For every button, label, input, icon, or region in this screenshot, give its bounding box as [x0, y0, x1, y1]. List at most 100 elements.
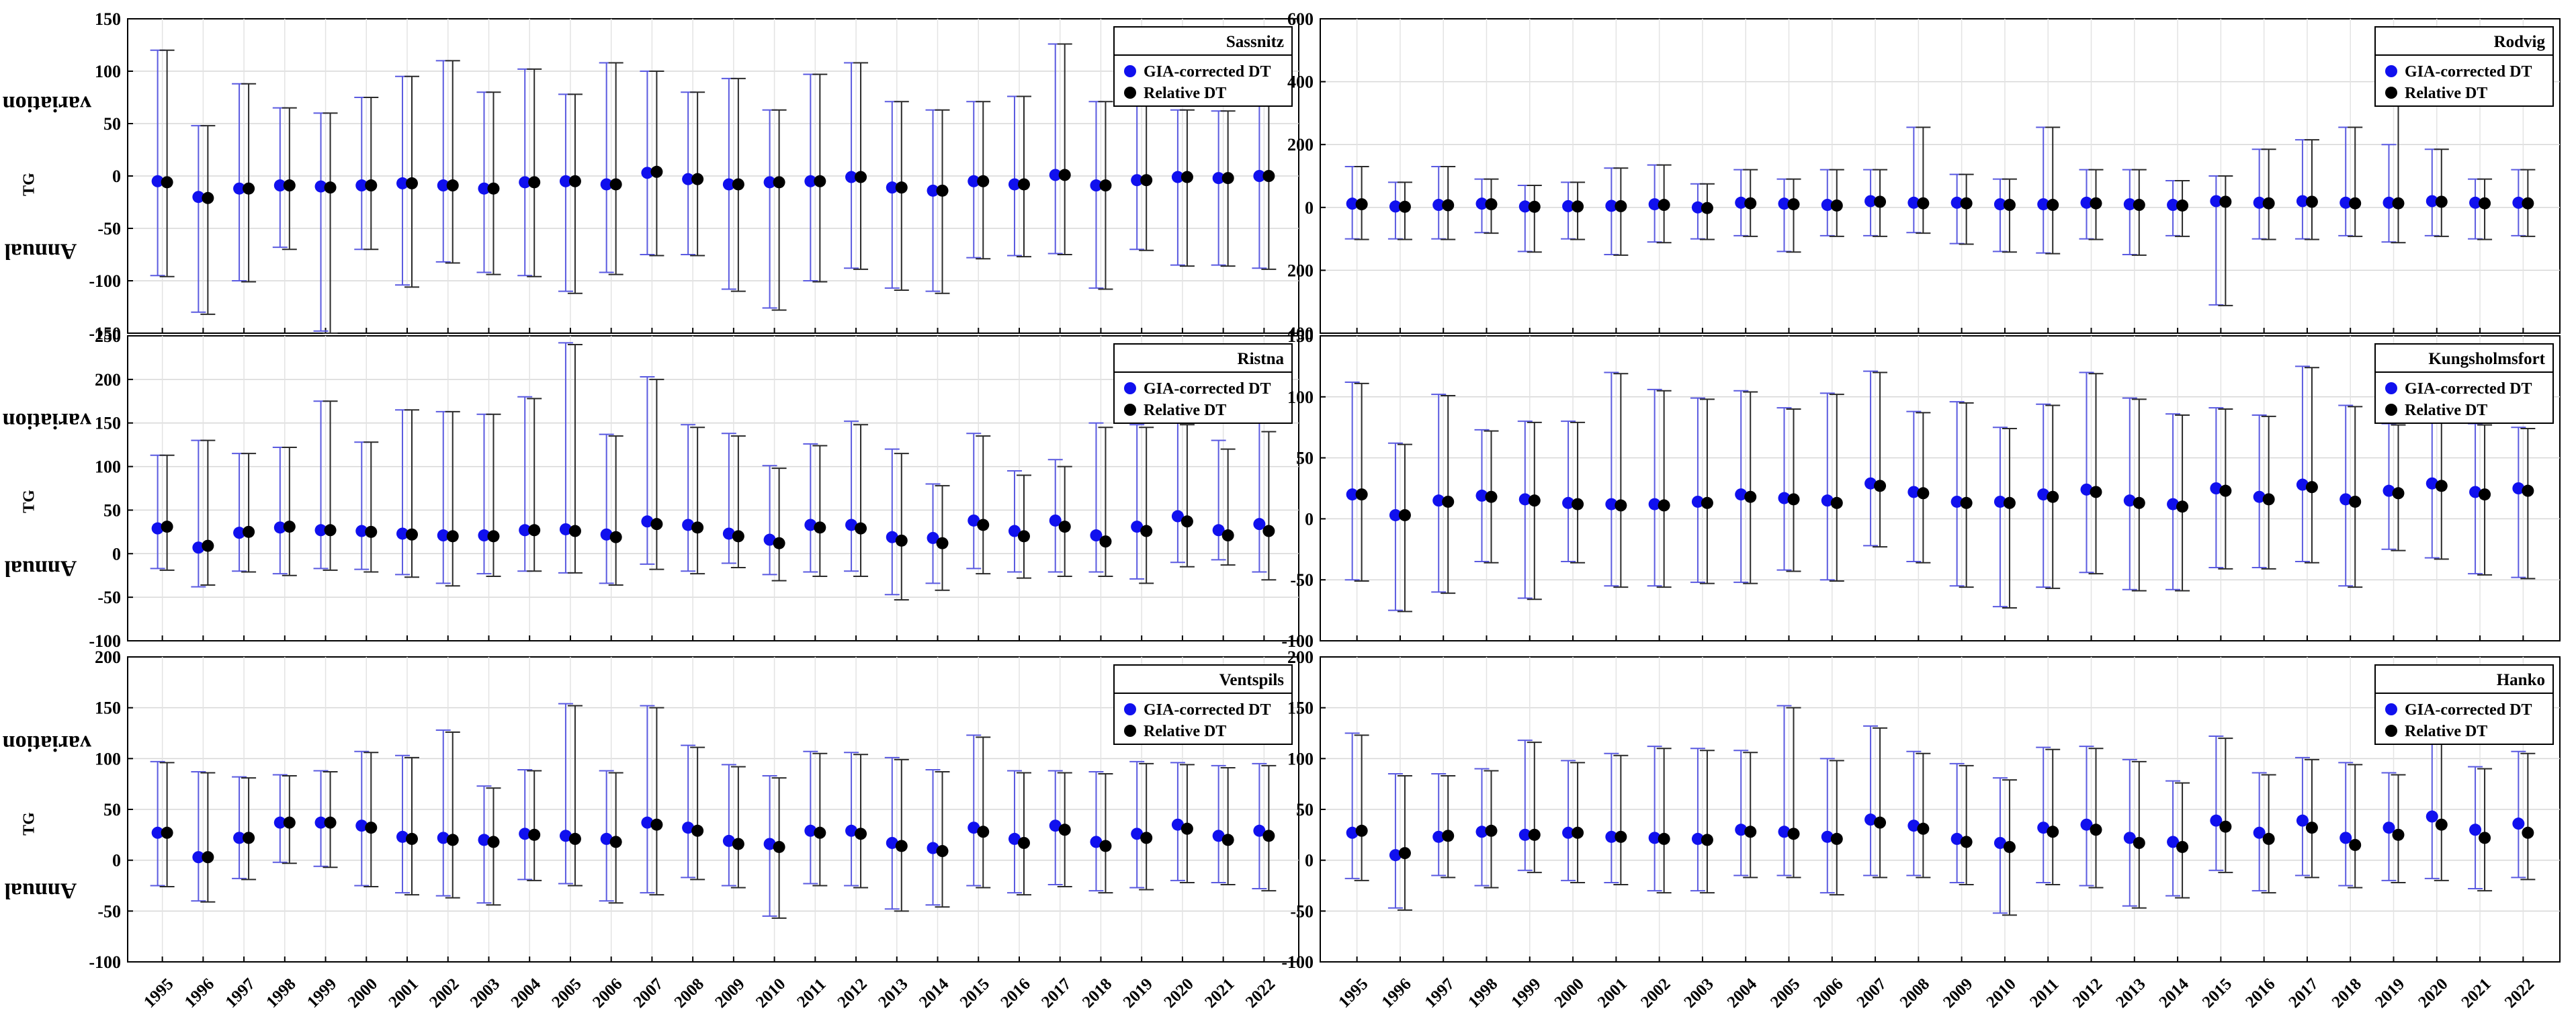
y-tick-label: -150: [89, 324, 121, 343]
gia-point: [682, 173, 695, 185]
gia-point: [1993, 836, 2006, 849]
x-tick-label: 2014: [2156, 975, 2193, 1012]
relative-point: [2003, 199, 2016, 212]
relative-errorbar: [1570, 762, 1586, 883]
gia-errorbar: [1604, 752, 1619, 883]
x-tick-label: 2016: [2242, 975, 2278, 1011]
relative-point: [1398, 508, 1411, 521]
relative-point: [732, 178, 744, 191]
gia-point: [763, 533, 776, 546]
x-tick-label: 1995: [140, 975, 177, 1011]
relative-errorbar: [894, 101, 909, 292]
gia-errorbar: [1088, 422, 1104, 573]
relative-errorbar: [1397, 775, 1412, 911]
gia-point: [886, 836, 898, 849]
gia-point: [1950, 196, 1963, 209]
x-tick-label: 2017: [1038, 975, 1074, 1011]
relative-errorbar: [445, 60, 460, 264]
relative-point: [528, 176, 541, 189]
gia-errorbar: [1776, 705, 1792, 877]
legend: Rodvig GIA-corrected DT Relative DT: [2374, 26, 2554, 107]
gia-point: [2167, 199, 2180, 212]
relative-errorbar: [608, 62, 624, 275]
relative-errorbar: [527, 68, 542, 277]
relative-point: [1787, 828, 1800, 840]
relative-errorbar: [2131, 169, 2147, 256]
relative-point: [2176, 199, 2189, 212]
relative-point: [1099, 179, 1112, 192]
relative-point: [324, 181, 337, 194]
gia-point: [478, 182, 490, 195]
relative-errorbar: [1786, 408, 1801, 572]
relative-point: [1140, 832, 1153, 844]
relative-errorbar: [730, 435, 746, 569]
gia-errorbar: [1129, 424, 1145, 580]
y-tick-label: 400: [1287, 73, 1314, 92]
relative-errorbar: [771, 109, 787, 311]
y-axis-label-bottom: Annual DTTG variation [cm]: [0, 730, 91, 903]
x-tick-label: 2007: [630, 975, 667, 1011]
relative-errorbar: [1098, 101, 1113, 290]
relative-point: [2305, 481, 2318, 494]
y-tick-label: -100: [89, 952, 121, 972]
gia-errorbar: [1906, 750, 1922, 877]
relative-errorbar: [1354, 734, 1369, 881]
relative-errorbar: [1261, 764, 1277, 892]
relative-errorbar: [1613, 373, 1629, 588]
legend-entry: GIA-corrected DT: [2405, 63, 2532, 81]
relative-errorbar: [1527, 421, 1542, 601]
relative-errorbar: [2131, 398, 2147, 592]
gia-point: [804, 519, 817, 531]
legend-marker: [2385, 404, 2397, 416]
gia-point: [2253, 490, 2266, 503]
legend: Sassnitz GIA-corrected DT Relative DT: [1113, 26, 1293, 107]
legend-marker: [2385, 382, 2397, 394]
relative-point: [283, 521, 296, 533]
gia-errorbar: [1949, 762, 1965, 883]
gia-point: [845, 824, 858, 837]
relative-point: [1830, 199, 1843, 212]
gia-point: [1821, 494, 1834, 507]
relative-errorbar: [445, 731, 460, 899]
relative-errorbar: [1873, 371, 1888, 548]
relative-errorbar: [2045, 748, 2061, 885]
y-tick-label: 50: [1296, 800, 1314, 819]
relative-point: [2003, 840, 2016, 853]
gia-point: [927, 531, 939, 544]
relative-point: [1615, 499, 1627, 512]
x-tick-label: 2020: [2415, 975, 2451, 1011]
gia-errorbar: [1949, 401, 1965, 587]
gia-point: [2512, 482, 2525, 494]
gia-point: [804, 824, 817, 837]
relative-point: [1442, 830, 1455, 842]
gia-point: [1518, 828, 1531, 841]
relative-errorbar: [1016, 474, 1031, 579]
gia-errorbar: [1561, 420, 1576, 562]
y-tick-label: 100: [1287, 749, 1314, 768]
x-tick-label: 2021: [1201, 975, 1238, 1011]
gia-errorbar: [232, 776, 247, 879]
gia-point: [2296, 195, 2309, 208]
gia-point: [192, 541, 205, 554]
gia-point: [1346, 826, 1359, 839]
relative-errorbar: [1261, 431, 1277, 581]
relative-point: [1442, 199, 1455, 212]
relative-point: [2305, 821, 2318, 834]
x-tick-label: 2016: [997, 975, 1033, 1011]
x-tick-label: 2000: [345, 975, 381, 1011]
legend-entry: GIA-corrected DT: [1144, 701, 1271, 719]
gia-errorbar: [884, 756, 900, 910]
relative-errorbar: [2520, 428, 2536, 580]
relative-point: [243, 525, 255, 538]
gia-point: [2512, 196, 2525, 209]
legend-entry: GIA-corrected DT: [2405, 380, 2532, 398]
panel-sassnitz: -150 -100 -50 0 50 100 150 Sassnitz GIA-correcte…: [89, 9, 1299, 343]
gia-point: [1212, 172, 1225, 185]
relative-errorbar: [1699, 398, 1715, 584]
gia-point: [1171, 510, 1184, 523]
relative-errorbar: [1016, 95, 1031, 258]
relative-point: [446, 179, 459, 192]
gia-point: [1346, 488, 1359, 501]
gia-errorbar: [191, 771, 206, 902]
y-tick-label: 200: [1287, 261, 1314, 280]
